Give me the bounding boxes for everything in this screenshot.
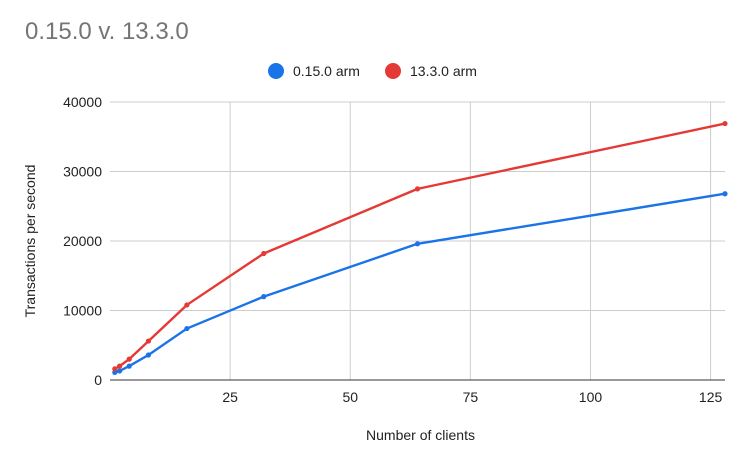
data-point [126, 363, 132, 369]
data-point [184, 325, 190, 332]
y-axis-title: Transactions per second [22, 165, 38, 318]
data-point [126, 356, 132, 362]
data-point [117, 363, 123, 369]
data-point [112, 366, 118, 372]
data-point [145, 338, 152, 344]
data-point [184, 302, 190, 308]
y-tick-label: 20000 [63, 233, 102, 249]
data-point [261, 250, 267, 257]
legend-label-1: 0.15.0 arm [293, 63, 360, 79]
y-tick-label: 40000 [63, 94, 102, 110]
grid-lines [110, 101, 725, 380]
series-line-1 [113, 192, 727, 374]
y-tick-label: 0 [94, 372, 102, 388]
series-group [112, 120, 728, 375]
x-axis-title: Number of clients [366, 427, 475, 443]
data-point [414, 241, 421, 247]
legend-label-2: 13.3.0 arm [410, 63, 477, 79]
data-point [414, 186, 421, 192]
data-point [722, 120, 728, 127]
x-tick-label: 25 [222, 389, 238, 405]
x-tick-label: 100 [579, 389, 603, 405]
series-line-2 [113, 122, 727, 371]
data-point [145, 352, 152, 358]
legend-marker-2 [385, 63, 401, 79]
data-point [261, 294, 267, 300]
x-tick-label: 125 [699, 389, 723, 405]
y-tick-label: 30000 [63, 164, 102, 180]
x-tick-label: 75 [463, 389, 479, 405]
legend: 0.15.0 arm 13.3.0 arm [268, 63, 477, 79]
x-tick-label: 50 [342, 389, 358, 405]
axis-labels: 0 10000 20000 30000 40000 25 50 75 100 125 Number … [22, 94, 722, 443]
data-point [722, 191, 728, 197]
legend-marker-1 [268, 63, 284, 79]
data-point [117, 368, 123, 374]
y-tick-label: 10000 [63, 303, 102, 319]
chart-title: 0.15.0 v. 13.3.0 [25, 18, 189, 45]
